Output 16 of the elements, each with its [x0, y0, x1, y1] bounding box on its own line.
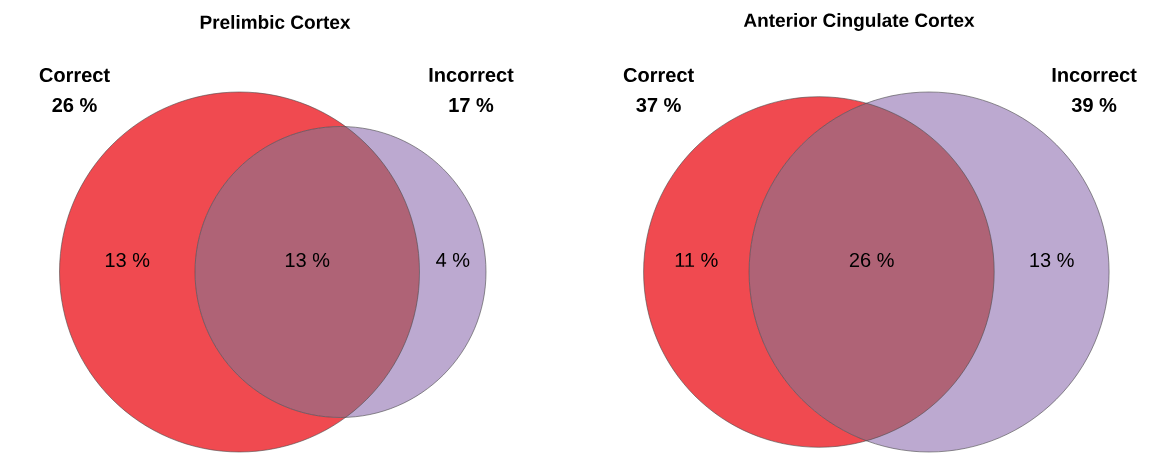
data-label: 26 %	[52, 97, 97, 113]
text: 13 %	[285, 252, 330, 268]
category-label: Incorrect	[429, 68, 514, 82]
category-label: Incorrect	[1052, 68, 1137, 82]
text: 13 %	[1030, 252, 1074, 268]
category-label: Correct	[623, 67, 694, 83]
data-label: 37 %	[636, 97, 681, 113]
text: 11 %	[675, 252, 718, 267]
data-label: 17 %	[449, 97, 494, 113]
text: 13 %	[105, 252, 150, 268]
text: 4 %	[436, 252, 470, 267]
category-label: Correct	[39, 67, 110, 83]
text: 26 %	[849, 252, 894, 268]
text: Anterior Cingulate Cortex	[743, 13, 975, 31]
text: Prelimbic Cortex	[200, 15, 351, 29]
data-label: 39 %	[1071, 97, 1117, 113]
